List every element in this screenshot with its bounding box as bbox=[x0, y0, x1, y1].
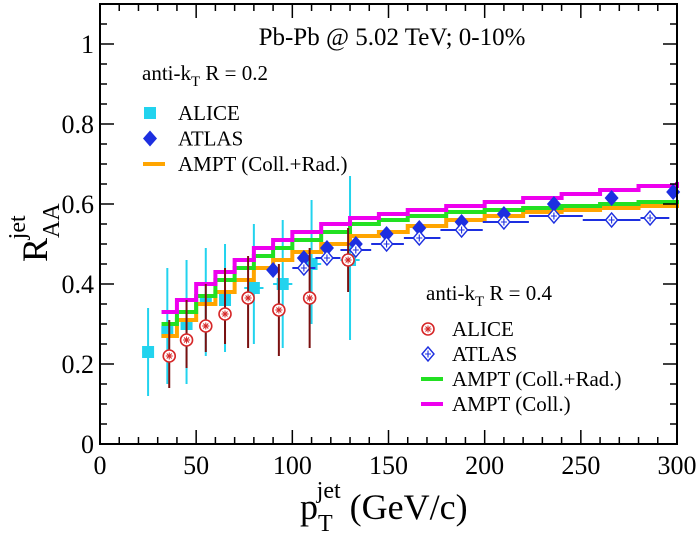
x-tick-label: 200 bbox=[465, 451, 504, 480]
x-tick-label: 300 bbox=[658, 451, 697, 480]
axis-ticks: 0 50 100 150 200 250 300 0 0.2 0.4 0.6 0.8 1 bbox=[62, 3, 697, 480]
legend-header-r04-sub: T bbox=[475, 294, 484, 310]
series-atlas-r02-point bbox=[412, 220, 427, 236]
series-atlas-r04-point-cross bbox=[550, 212, 557, 220]
legend-header-r02-pre: anti-k bbox=[142, 61, 191, 85]
legend-header-r02-post: R = 0.2 bbox=[200, 61, 268, 85]
chart-title: Pb-Pb @ 5.02 TeV; 0-10% bbox=[259, 24, 526, 51]
series-atlas-r02-point bbox=[319, 240, 334, 256]
series-atlas-r02-point bbox=[604, 190, 619, 206]
legend-item-ampt-coll--r04-label: AMPT (Coll.) bbox=[452, 392, 571, 416]
y-tick-label: 0 bbox=[81, 430, 94, 459]
legend-item-alice-r04-label: ALICE bbox=[452, 317, 514, 341]
x-tick-label: 250 bbox=[561, 451, 600, 480]
series-atlas-r04-point-cross bbox=[647, 214, 654, 222]
series-atlas-r02-point bbox=[379, 226, 394, 242]
series-atlas-r04-point-cross bbox=[352, 246, 359, 254]
legend-item-alice-r02-swatch bbox=[144, 107, 156, 119]
legend-header-r04-pre: anti-k bbox=[426, 281, 475, 305]
x-tick-label: 100 bbox=[273, 451, 312, 480]
series-alice-r02-point bbox=[142, 346, 155, 358]
legend-header-r02: anti-kT R = 0.2 bbox=[142, 61, 268, 90]
series-alice-r04-point-hatch bbox=[275, 306, 283, 314]
x-axis-label-main: p bbox=[300, 487, 318, 527]
series-atlas-r02 bbox=[266, 184, 681, 278]
legend-item-alice-r04: ALICE bbox=[421, 317, 514, 341]
series-ampt-coll--r04 bbox=[161, 182, 679, 314]
series-atlas-r02-point bbox=[546, 196, 561, 212]
legend-item-ampt-coll-rad--r04: AMPT (Coll.+Rad.) bbox=[421, 367, 622, 391]
y-tick-label: 1 bbox=[81, 30, 94, 59]
series-alice-r04-point-hatch bbox=[344, 256, 352, 264]
series-alice-r04-point-hatch bbox=[244, 294, 252, 302]
legend-item-alice-r02-label: ALICE bbox=[178, 101, 240, 125]
series-alice-r04-point-hatch bbox=[306, 294, 314, 302]
legend-item-ampt-coll-rad--r02: AMPT (Coll.+Rad.) bbox=[143, 152, 348, 176]
y-axis-label-sup: jet bbox=[5, 215, 31, 240]
legend-item-ampt-coll-rad--r04-label: AMPT (Coll.+Rad.) bbox=[452, 367, 622, 391]
y-axis-label-main: R bbox=[15, 238, 55, 262]
series-atlas-r04-point-cross bbox=[416, 234, 423, 242]
series-atlas-r04-point-cross bbox=[458, 226, 465, 234]
series-atlas-r02-point bbox=[266, 262, 281, 278]
y-tick-label: 0.2 bbox=[62, 350, 95, 379]
series-alice-r02-point bbox=[247, 282, 260, 294]
y-axis-label-sub: AA bbox=[39, 203, 65, 238]
y-axis-label: RAA jet bbox=[5, 203, 65, 262]
x-axis-label-sub: T bbox=[318, 511, 333, 537]
legend-item-atlas-r04: ATLAS bbox=[421, 342, 517, 366]
series-atlas-r02-point bbox=[296, 250, 311, 266]
legend-item-atlas-r02-swatch bbox=[143, 130, 157, 147]
legend-item-ampt-coll--r04: AMPT (Coll.) bbox=[421, 392, 571, 416]
series-atlas-r04-point-cross bbox=[323, 254, 330, 262]
x-tick-label: 0 bbox=[94, 451, 107, 480]
x-axis-label: pTjet (GeV/c) bbox=[300, 478, 468, 537]
series-alice-r02 bbox=[142, 176, 360, 396]
legend-item-alice-r04-swatch-hatch bbox=[424, 325, 432, 333]
legend-header-r04-post: R = 0.4 bbox=[484, 281, 552, 305]
series-alice-r04-point-hatch bbox=[165, 352, 173, 360]
legend-item-atlas-r04-label: ATLAS bbox=[452, 342, 517, 366]
series-atlas-r04 bbox=[292, 207, 670, 277]
x-axis-label-unit: (GeV/c) bbox=[341, 487, 468, 527]
series-ampt-coll--r04-line bbox=[161, 182, 679, 314]
series-atlas-r04-point-cross bbox=[500, 218, 507, 226]
series-atlas-r04-point-cross bbox=[383, 240, 390, 248]
legend-header-r04: anti-kT R = 0.4 bbox=[426, 281, 553, 310]
series-atlas-r04-point-cross bbox=[608, 216, 615, 224]
y-tick-label: 0.8 bbox=[62, 110, 95, 139]
legend-header-r02-sub: T bbox=[191, 74, 200, 90]
y-tick-label: 0.6 bbox=[62, 190, 95, 219]
x-tick-label: 50 bbox=[183, 451, 209, 480]
series-alice-r04-point-hatch bbox=[202, 322, 210, 330]
series-alice-r04 bbox=[162, 228, 355, 388]
y-tick-label: 0.4 bbox=[62, 270, 95, 299]
legend-item-ampt-coll-rad--r02-label: AMPT (Coll.+Rad.) bbox=[178, 152, 348, 176]
legend-item-atlas-r04-swatch-cross bbox=[425, 350, 431, 358]
series-alice-r04-point-hatch bbox=[183, 336, 191, 344]
x-tick-label: 150 bbox=[369, 451, 408, 480]
legend-item-atlas-r02: ATLAS bbox=[143, 127, 243, 151]
x-axis-label-sup: jet bbox=[316, 478, 341, 504]
legend-item-alice-r02: ALICE bbox=[144, 101, 240, 125]
series-alice-r04-point-hatch bbox=[221, 310, 229, 318]
series-layer bbox=[142, 176, 681, 396]
series-atlas-r04-point-cross bbox=[300, 264, 307, 272]
legend-item-atlas-r02-label: ATLAS bbox=[178, 127, 243, 151]
